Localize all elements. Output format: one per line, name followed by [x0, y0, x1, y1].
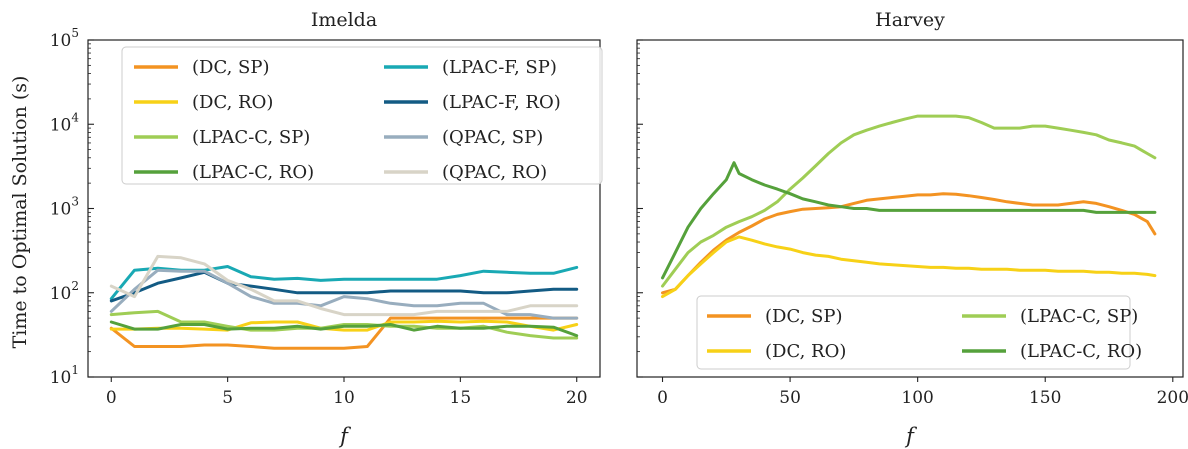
y-tick-label: 104	[50, 110, 80, 135]
legend: (DC, SP) (DC, RO) (LPAC-C, SP) (LPAC-C, RO)	[696, 295, 1142, 370]
y-tick-label: 102	[50, 279, 79, 304]
legend-label: (QPAC, SP)	[442, 127, 543, 148]
series-line-dc-ro	[109, 319, 579, 332]
x-axis-label: f	[904, 424, 917, 448]
legend-label: (DC, SP)	[765, 306, 843, 327]
x-tick-label: 15	[450, 388, 472, 408]
legend-label: (LPAC-C, SP)	[1020, 306, 1138, 327]
y-tick-label: 101	[50, 363, 79, 388]
legend-label: (DC, RO)	[765, 341, 846, 362]
series-group	[661, 114, 1157, 299]
x-tick-label: 5	[222, 388, 233, 408]
legend-label: (LPAC-C, RO)	[1020, 341, 1142, 362]
x-axis-label: f	[338, 424, 351, 448]
x-tick-label: 200	[1157, 388, 1188, 408]
series-line-qpac-ro	[109, 254, 579, 317]
x-tick-label: 0	[657, 388, 668, 408]
legend-label: (DC, RO)	[192, 92, 273, 113]
x-tick-label: 150	[1029, 388, 1061, 408]
legend-label: (LPAC-C, SP)	[192, 127, 310, 148]
series-line-lpac-c-ro	[109, 320, 579, 338]
series-line-dc-sp	[661, 192, 1157, 295]
x-tick-label: 20	[566, 388, 588, 408]
series-line-dc-sp	[109, 316, 579, 350]
legend-label: (DC, SP)	[192, 57, 270, 78]
legend-label: (QPAC, RO)	[442, 162, 547, 183]
legend: (DC, SP) (DC, RO) (LPAC-C, SP) (LPAC-C, RO)…	[121, 46, 603, 185]
series-line-lpac-c-ro	[661, 161, 1157, 280]
y-axis-label: Time to Optimal Solution (s)	[9, 76, 31, 349]
legend-label: (LPAC-F, RO)	[442, 92, 561, 113]
panel-title: Harvey	[875, 9, 945, 31]
legend-box	[696, 295, 1131, 370]
x-tick-label: 10	[333, 388, 355, 408]
legend-box	[121, 46, 603, 185]
legend-label: (LPAC-F, SP)	[442, 57, 557, 78]
series-line-lpac-c-sp	[109, 309, 579, 340]
harvey-panel: Harvey 0 50 100 150 200 f (DC, SP) (DC, RO) (LPAC…	[636, 9, 1188, 448]
legend-label: (LPAC-C, RO)	[192, 162, 314, 183]
series-line-lpac-c-sp	[661, 114, 1157, 288]
panel-title: Imelda	[311, 9, 377, 31]
y-tick-label: 105	[50, 26, 79, 51]
x-tick-label: 100	[901, 388, 933, 408]
x-tick-label: 50	[779, 388, 801, 408]
x-tick-label: 0	[106, 388, 117, 408]
series-line-lpac-f-ro	[109, 270, 579, 303]
series-group	[109, 254, 579, 350]
y-tick-label: 103	[50, 195, 79, 220]
series-line-dc-ro	[661, 235, 1157, 299]
